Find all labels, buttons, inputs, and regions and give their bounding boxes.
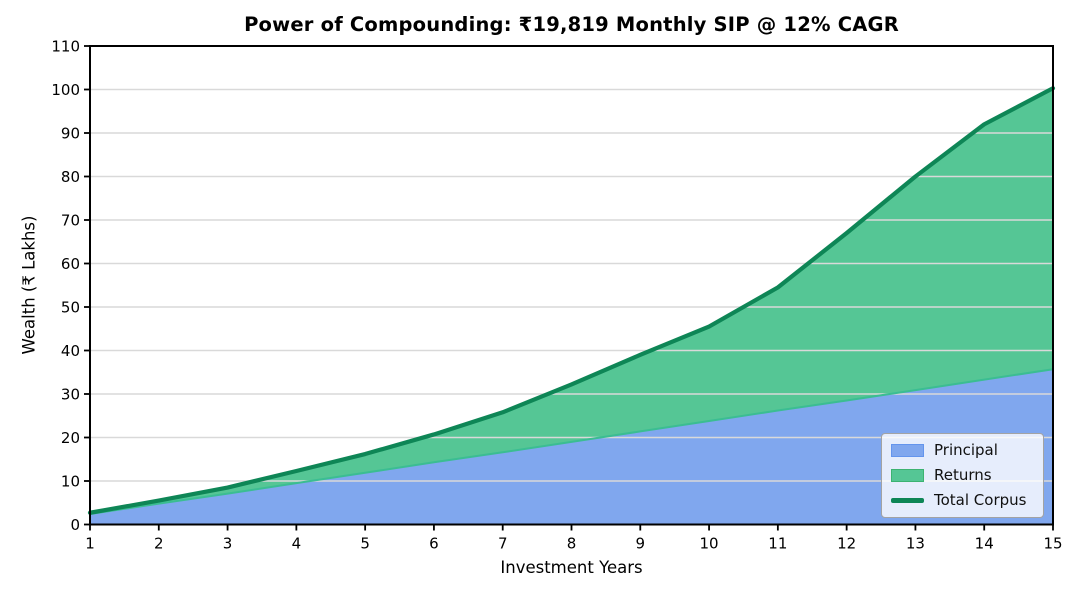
legend-item-returns: Returns xyxy=(891,466,1033,485)
total-corpus-line-swatch xyxy=(891,498,924,503)
x-tick-label: 2 xyxy=(154,535,164,553)
chart-title: Power of Compounding: ₹19,819 Monthly SI… xyxy=(244,13,899,36)
x-tick-label: 13 xyxy=(906,535,925,553)
x-tick-label: 3 xyxy=(223,535,233,553)
y-tick-label: 80 xyxy=(61,168,80,186)
principal-swatch xyxy=(891,444,924,457)
y-tick-label: 50 xyxy=(61,299,80,317)
y-tick-label: 70 xyxy=(61,212,80,230)
legend-label: Returns xyxy=(934,466,992,484)
x-tick-label: 7 xyxy=(498,535,508,553)
y-tick-label: 10 xyxy=(61,473,80,491)
legend: Principal Returns Total Corpus xyxy=(881,433,1044,518)
x-tick-label: 10 xyxy=(700,535,719,553)
x-tick-label: 4 xyxy=(292,535,302,553)
x-tick-label: 1 xyxy=(85,535,95,553)
x-tick-label: 5 xyxy=(360,535,370,553)
axis-ticks xyxy=(84,45,1054,531)
y-axis-label: Wealth (₹ Lakhs) xyxy=(19,215,39,355)
y-tick-label: 20 xyxy=(61,429,80,447)
x-tick-label: 12 xyxy=(837,535,856,553)
y-tick-label: 100 xyxy=(51,81,80,99)
x-tick-label: 15 xyxy=(1043,535,1062,553)
y-tick-label: 30 xyxy=(61,386,80,404)
returns-swatch xyxy=(891,469,924,482)
y-tick-label: 60 xyxy=(61,255,80,273)
x-tick-label: 6 xyxy=(429,535,439,553)
area-fills xyxy=(90,88,1053,525)
principal-boundary-line xyxy=(89,368,1054,516)
x-tick-label: 11 xyxy=(768,535,787,553)
x-tick-label: 8 xyxy=(567,535,577,553)
legend-item-total-corpus: Total Corpus xyxy=(891,491,1033,510)
legend-label: Principal xyxy=(934,441,998,459)
principal-area xyxy=(90,369,1053,525)
x-tick-label: 9 xyxy=(636,535,646,553)
legend-label: Total Corpus xyxy=(934,491,1027,509)
total-corpus-line xyxy=(87,86,1056,515)
x-axis-label: Investment Years xyxy=(500,558,643,577)
legend-item-principal: Principal xyxy=(891,441,1033,460)
x-tick-label: 14 xyxy=(975,535,994,553)
y-tick-label: 90 xyxy=(61,125,80,143)
returns-area xyxy=(90,88,1053,515)
y-tick-label: 110 xyxy=(51,38,80,56)
series-lines xyxy=(87,86,1056,516)
y-tick-label: 0 xyxy=(70,516,80,534)
y-tick-label: 40 xyxy=(61,342,80,360)
